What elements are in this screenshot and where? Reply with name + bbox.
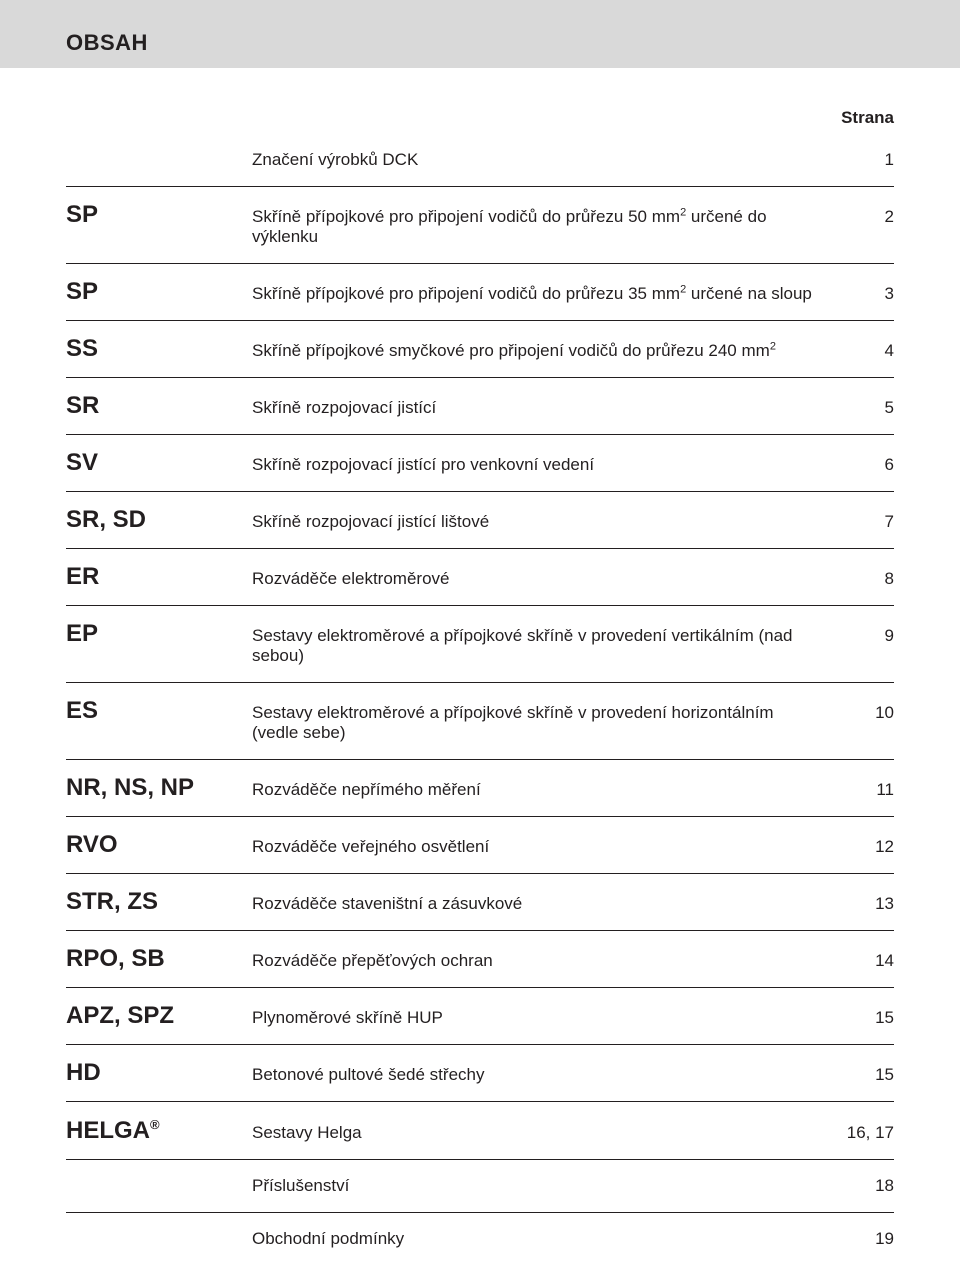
row-page: 2: [824, 207, 894, 227]
row-code: ER: [66, 563, 99, 590]
row-page: 4: [824, 341, 894, 361]
toc-row: SR Skříně rozpojovací jistící5: [66, 377, 894, 434]
row-page: 10: [824, 703, 894, 723]
intro-row: Značení výrobků DCK 1: [66, 150, 894, 186]
row-desc: Skříně rozpojovací jistící lištové: [252, 512, 824, 532]
toc-row: RVO Rozváděče veřejného osvětlení12: [66, 816, 894, 873]
row-desc: Skříně rozpojovací jistící: [252, 398, 824, 418]
row-code: STR, ZS: [66, 888, 158, 915]
toc-row: SV Skříně rozpojovací jistící pro venkovn…: [66, 434, 894, 491]
row-page: 15: [824, 1065, 894, 1085]
row-desc: Plynoměrové skříně HUP: [252, 1008, 824, 1028]
row-page: 8: [824, 569, 894, 589]
row-code: RVO: [66, 831, 118, 858]
row-desc: Rozváděče nepřímého měření: [252, 780, 824, 800]
row-page: 16, 17: [824, 1123, 894, 1143]
strana-header-row: Strana: [66, 108, 894, 128]
row-code: SV: [66, 449, 98, 476]
row-code: HELGA®: [66, 1117, 160, 1144]
row-code: HD: [66, 1059, 101, 1086]
toc-row: EP Sestavy elektroměrové a přípojkové skř…: [66, 605, 894, 682]
row-code: SP: [66, 201, 98, 228]
page-title: OBSAH: [66, 30, 960, 56]
row-code: SS: [66, 335, 98, 362]
row-desc: Skříně přípojkové smyčkové pro připojení…: [252, 341, 824, 361]
row-desc: Betonové pultové šedé střechy: [252, 1065, 824, 1085]
toc-content: Strana Značení výrobků DCK 1 SP Skříně př…: [0, 68, 960, 1265]
row-code: APZ, SPZ: [66, 1002, 174, 1029]
row-code: EP: [66, 620, 98, 647]
row-desc: Sestavy Helga: [252, 1123, 824, 1143]
row-code: SP: [66, 278, 98, 305]
row-code: ES: [66, 697, 98, 724]
row-page: 7: [824, 512, 894, 532]
toc-row: SR, SD Skříně rozpojovací jistící lištové…: [66, 491, 894, 548]
row-page: 14: [824, 951, 894, 971]
row-page: 3: [824, 284, 894, 304]
toc-row: ER Rozváděče elektroměrové8: [66, 548, 894, 605]
intro-page: 1: [824, 150, 894, 170]
row-desc: Sestavy elektroměrové a přípojkové skřín…: [252, 626, 824, 666]
toc-row: SS Skříně přípojkové smyčkové pro připoje…: [66, 320, 894, 377]
row-page: 12: [824, 837, 894, 857]
row-code: NR, NS, NP: [66, 774, 194, 801]
row-desc: Rozváděče staveništní a zásuvkové: [252, 894, 824, 914]
toc-row: SP Skříně přípojkové pro připojení vodičů…: [66, 186, 894, 263]
row-desc: Skříně rozpojovací jistící pro venkovní …: [252, 455, 824, 475]
toc-row: Obchodní podmínky19: [66, 1212, 894, 1265]
row-desc: Příslušenství: [252, 1176, 824, 1196]
row-page: 19: [824, 1229, 894, 1249]
row-desc: Rozváděče elektroměrové: [252, 569, 824, 589]
row-code: SR: [66, 392, 99, 419]
toc-row: HD Betonové pultové šedé střechy15: [66, 1044, 894, 1101]
row-desc: Skříně přípojkové pro připojení vodičů d…: [252, 284, 824, 304]
toc-row: HELGA® Sestavy Helga16, 17: [66, 1101, 894, 1159]
row-page: 15: [824, 1008, 894, 1028]
toc-row: APZ, SPZ Plynoměrové skříně HUP15: [66, 987, 894, 1044]
toc-row: STR, ZS Rozváděče staveništní a zásuvkové…: [66, 873, 894, 930]
toc-row: SP Skříně přípojkové pro připojení vodičů…: [66, 263, 894, 320]
row-page: 9: [824, 626, 894, 646]
row-code: RPO, SB: [66, 945, 165, 972]
row-desc: Skříně přípojkové pro připojení vodičů d…: [252, 207, 824, 247]
toc-row: ES Sestavy elektroměrové a přípojkové skř…: [66, 682, 894, 759]
row-page: 11: [824, 780, 894, 800]
row-desc: Rozváděče přepěťových ochran: [252, 951, 824, 971]
row-code: SR, SD: [66, 506, 146, 533]
row-page: 5: [824, 398, 894, 418]
row-page: 13: [824, 894, 894, 914]
row-desc: Obchodní podmínky: [252, 1229, 824, 1249]
toc-row: NR, NS, NP Rozváděče nepřímého měření11: [66, 759, 894, 816]
row-desc: Rozváděče veřejného osvětlení: [252, 837, 824, 857]
row-page: 18: [824, 1176, 894, 1196]
intro-desc: Značení výrobků DCK: [252, 150, 824, 170]
header-bar: OBSAH: [0, 0, 960, 68]
toc-row: Příslušenství18: [66, 1159, 894, 1212]
row-page: 6: [824, 455, 894, 475]
strana-label: Strana: [824, 108, 894, 128]
row-desc: Sestavy elektroměrové a přípojkové skřín…: [252, 703, 824, 743]
toc-row: RPO, SB Rozváděče přepěťových ochran14: [66, 930, 894, 987]
